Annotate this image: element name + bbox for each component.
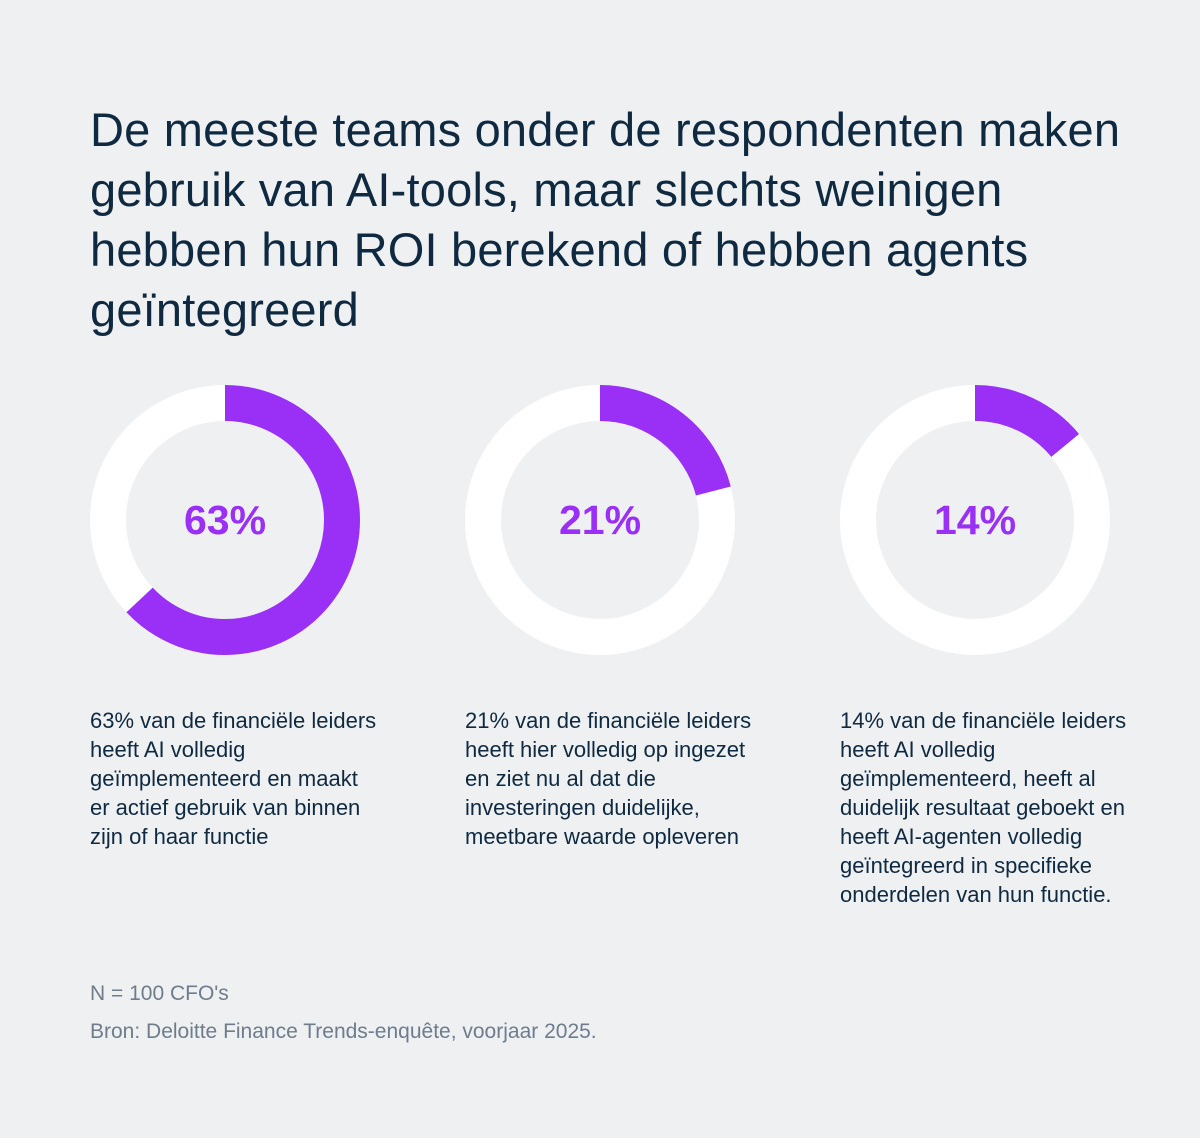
donut-arc [90,385,360,655]
donut-svg-1: 63% [90,385,360,655]
donut-arc [840,385,1110,655]
sample-size-note: N = 100 CFO's [90,982,229,1005]
donut-value-label: 21% [559,497,641,543]
donut-arc [465,385,735,655]
donut-description-3: 14% van de financiële leiders heeft AI v… [840,708,1127,907]
donut-chart-1: 63% [90,385,360,655]
donut-svg-2: 21% [465,385,735,655]
chart-title: De meeste teams onder de respondenten ma… [90,103,1121,336]
donut-description-1: 63% van de financiële leiders heeft AI v… [90,708,377,849]
donut-value-label: 63% [184,497,266,543]
donut-svg-3: 14% [840,385,1110,655]
donut-description-2: 21% van de financiële leiders heeft hier… [465,708,752,849]
donut-chart-3: 14% [840,385,1110,655]
donut-chart-2: 21% [465,385,735,655]
source-note: Bron: Deloitte Finance Trends-enquête, v… [90,1020,597,1043]
donut-value-label: 14% [934,497,1016,543]
